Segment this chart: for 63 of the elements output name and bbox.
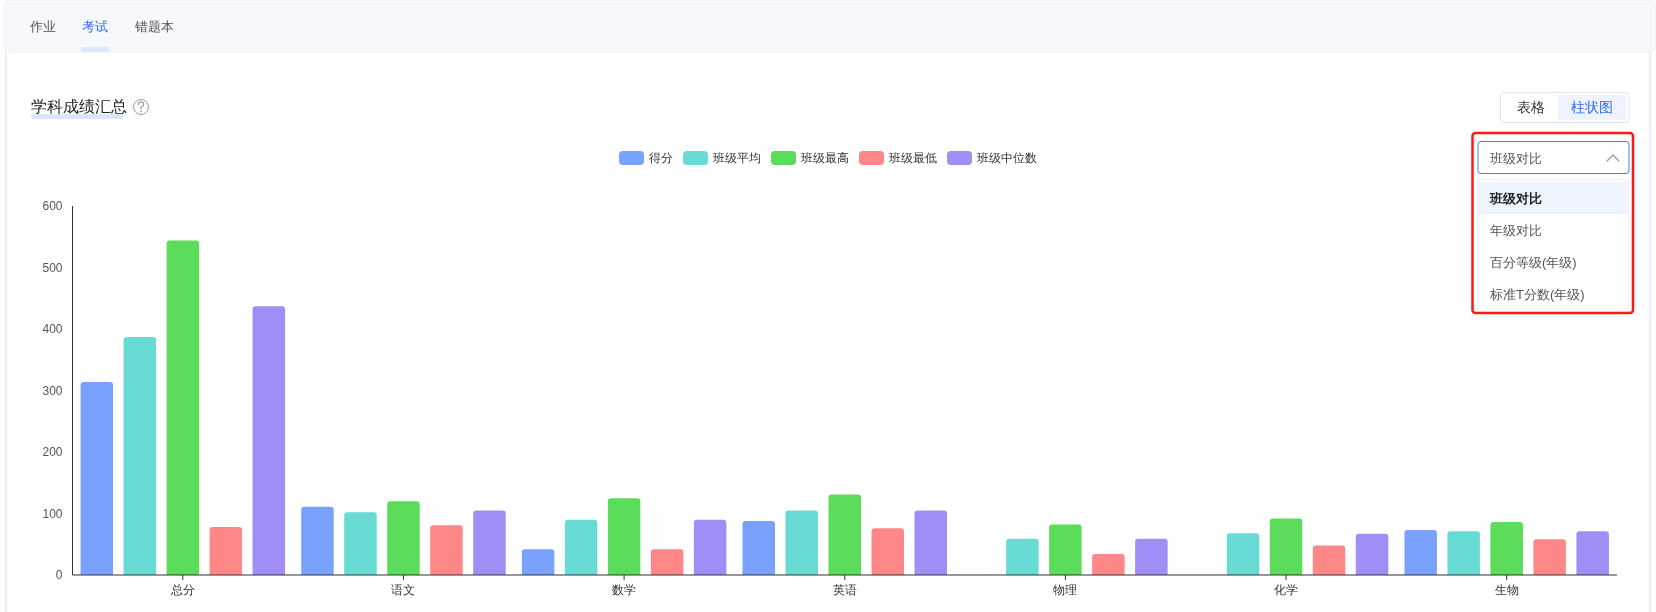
y-tick-label: 500 [42,260,63,275]
bar [252,306,286,575]
x-tick-label: 数学 [612,583,637,597]
bar [166,240,200,575]
bar [1533,539,1566,575]
y-tick-label: 100 [42,506,63,521]
text: 柱状图 [1571,99,1613,115]
bar [1049,524,1082,575]
bar [650,549,684,575]
text: 作业 [29,18,56,34]
bar [1404,530,1437,575]
bar [1312,545,1346,575]
bar [209,527,243,575]
bar [387,501,420,575]
text: 考试 [82,18,108,34]
y-tick-label: 200 [42,445,63,459]
x-tick-label: 语文 [391,583,416,597]
text: 表格 [1517,99,1545,115]
x-tick-label: 物理 [1053,583,1078,597]
bar [1226,533,1260,575]
bar [1576,531,1609,575]
bar [123,337,157,575]
y-tick-label: 600 [42,199,63,213]
x-tick-label: 英语 [832,583,857,597]
bar [1355,533,1389,575]
bar [521,549,555,575]
bar [693,519,727,575]
annotation: 百分等级(年级) [1490,254,1577,270]
bar [430,525,463,575]
text: 班级对比 [1490,150,1542,166]
legend-label: 班级最高 [801,151,849,165]
bar [344,512,377,575]
bar [871,528,904,575]
legend-label: 得分 [649,151,673,165]
legend-label: 班级最低 [889,151,937,165]
bar [1006,538,1039,575]
bar [914,510,947,575]
bar [1447,531,1480,575]
bar [785,510,818,575]
bar [564,519,598,575]
bar [301,506,334,575]
bar [1092,554,1125,575]
legend-label: 班级平均 [713,151,761,165]
bar [1490,522,1523,575]
bar [1269,518,1303,575]
legend-label: 班级中位数 [977,151,1037,165]
x-tick-label: 生物 [1494,583,1519,597]
text: 错题本 [133,18,174,34]
annotation: 年级对比 [1490,222,1542,238]
annotation: 标准T分数(年级) [1489,286,1585,302]
bar [473,510,506,575]
chart-title: 学科成绩汇总 [31,97,127,115]
bar [80,381,114,575]
y-tick-label: 400 [42,322,63,336]
bar [828,494,861,575]
x-tick-label: 化学 [1274,583,1299,597]
bar [1135,538,1168,575]
x-tick-label: 总分 [169,583,195,597]
y-tick-label: 0 [55,568,63,582]
text: 班级对比 [1489,190,1542,206]
y-tick-label: 300 [42,383,63,398]
bar [742,520,775,575]
bar [607,498,641,575]
